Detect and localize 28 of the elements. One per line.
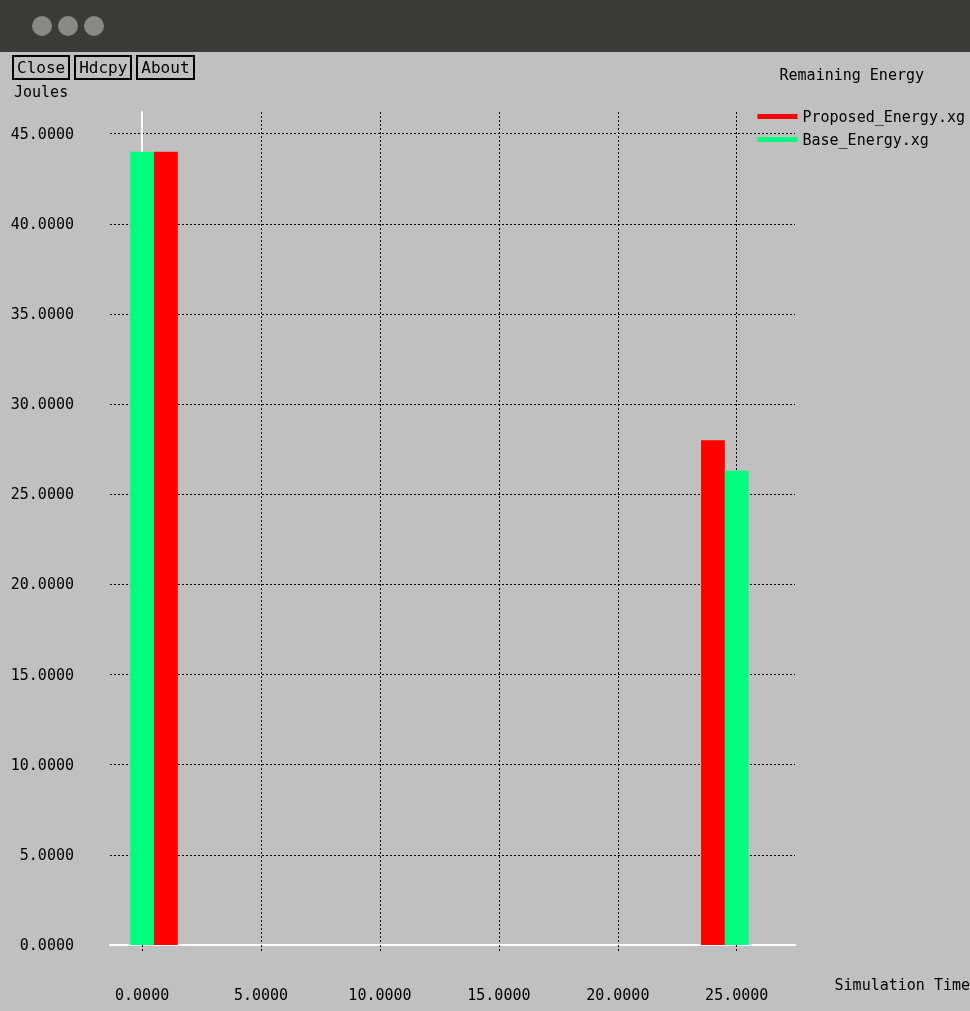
x-tick-label: 5.0000 bbox=[233, 985, 289, 1004]
y-tick-label: 15.0000 bbox=[10, 665, 74, 684]
bar bbox=[154, 151, 178, 945]
text: Hdcpy bbox=[74, 55, 133, 80]
y-tick-label: 25.0000 bbox=[10, 485, 74, 504]
y-tick-label: 40.0000 bbox=[10, 214, 74, 233]
text: Close bbox=[12, 55, 71, 80]
bar bbox=[130, 151, 154, 945]
y-axis-title: Joules bbox=[14, 82, 69, 101]
legend-label: Base_Energy.xg bbox=[802, 130, 929, 149]
y-tick-label: 45.0000 bbox=[10, 124, 74, 143]
y-tick-label: 20.0000 bbox=[10, 575, 74, 594]
y-tick-label: 10.0000 bbox=[10, 755, 74, 774]
y-tick-label: 30.0000 bbox=[10, 395, 74, 414]
y-tick-label: 0.0000 bbox=[19, 936, 74, 954]
bar bbox=[701, 440, 725, 945]
text: Remaining Energy bbox=[779, 65, 925, 84]
x-tick-label: 20.0000 bbox=[586, 985, 650, 1004]
x-axis-title: Simulation Time bbox=[834, 975, 970, 994]
y-tick-label: 35.0000 bbox=[10, 304, 74, 323]
x-tick-label: 0.0000 bbox=[115, 985, 170, 1004]
y-tick-label: 5.0000 bbox=[19, 845, 74, 864]
text: About bbox=[136, 55, 195, 80]
x-tick-label: 15.0000 bbox=[467, 985, 531, 1004]
x-tick-label: 25.0000 bbox=[705, 985, 769, 1004]
bar bbox=[724, 470, 749, 945]
x-tick-label: 10.0000 bbox=[348, 985, 412, 1004]
legend-label: Proposed_Energy.xg bbox=[802, 107, 966, 126]
